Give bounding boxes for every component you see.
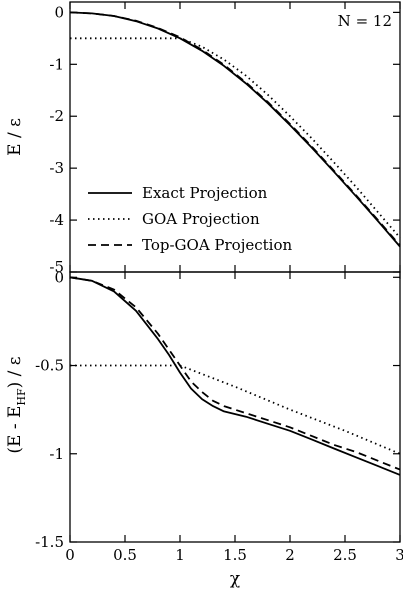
top-ytick-label: -4 <box>49 211 64 229</box>
bottom-ylabel-sub: HF <box>15 388 28 406</box>
xtick-label: 2 <box>285 546 295 564</box>
legend-label-goa: GOA Projection <box>142 210 260 228</box>
bottom-line-exact <box>69 276 401 476</box>
bottom-ylabel-main: (E - E <box>5 406 25 454</box>
bottom-ytick-label: -0.5 <box>35 357 64 375</box>
bottom-ticks: 0-0.5-1-1.50 0.5 1 1.5 2 2.5 3 <box>35 268 403 564</box>
top-ytick-label: -2 <box>49 107 64 125</box>
legend-label-topgoa: Top-GOA Projection <box>142 236 293 254</box>
bottom-line-goa <box>70 364 401 455</box>
xtick-label: 3 <box>395 546 403 564</box>
bottom-ytick-label: 0 <box>54 268 64 286</box>
bottom-series-lines <box>69 276 401 476</box>
top-line-goa <box>70 37 401 239</box>
legend: Exact Projection GOA Projection Top-GOA … <box>88 184 293 254</box>
xtick-label: 0.5 <box>113 546 137 564</box>
top-ytick-label: -5 <box>49 258 64 276</box>
top-ytick-label: 0 <box>54 3 64 21</box>
top-y-ticks: 0 -1 -2 -3 -4 -5 <box>49 2 401 276</box>
bottom-xlabel: χ <box>230 569 240 589</box>
top-ylabel: E / ε <box>5 118 25 156</box>
bottom-plot-frame <box>69 271 401 543</box>
xtick-label: 0 <box>65 546 75 564</box>
top-line-topgoa <box>69 11 401 247</box>
bottom-ytick-label: -1.5 <box>35 533 64 551</box>
particle-count-annotation: N = 12 <box>338 12 392 30</box>
bottom-ylabel: (E - EHF) / ε <box>5 356 28 453</box>
legend-label-exact: Exact Projection <box>142 184 268 202</box>
bottom-panel: 0-0.5-1-1.50 0.5 1 1.5 2 2.5 3 (E - EHF) / ε χ <box>5 268 403 589</box>
top-ytick-label: -1 <box>49 55 64 73</box>
top-ytick-label: -3 <box>49 159 64 177</box>
top-series-lines <box>69 11 401 248</box>
bottom-ylabel-tail: ) / ε <box>5 356 25 388</box>
bottom-line-topgoa <box>69 276 401 471</box>
xtick-label: 1 <box>175 546 185 564</box>
top-plot-frame <box>69 1 401 273</box>
top-panel: 0 -1 -2 -3 -4 -5 E / ε N = 12 Exact Projectio… <box>5 1 401 276</box>
xtick-label: 2.5 <box>333 546 357 564</box>
xtick-label: 1.5 <box>223 546 247 564</box>
bottom-ytick-label: -1 <box>49 445 64 463</box>
